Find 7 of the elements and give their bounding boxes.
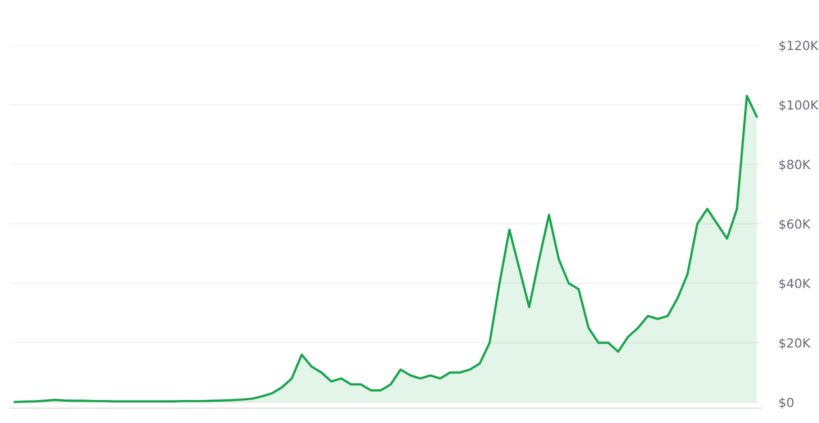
y-tick-label: $60K bbox=[779, 219, 811, 230]
y-tick-label: $20K bbox=[779, 338, 811, 350]
y-tick-label: $80K bbox=[779, 160, 811, 171]
y-tick-label: $120K bbox=[779, 40, 819, 52]
y-tick-label: $0 bbox=[779, 397, 794, 409]
y-tick-label: $40K bbox=[779, 278, 811, 290]
y-tick-label: $100K bbox=[779, 100, 819, 112]
